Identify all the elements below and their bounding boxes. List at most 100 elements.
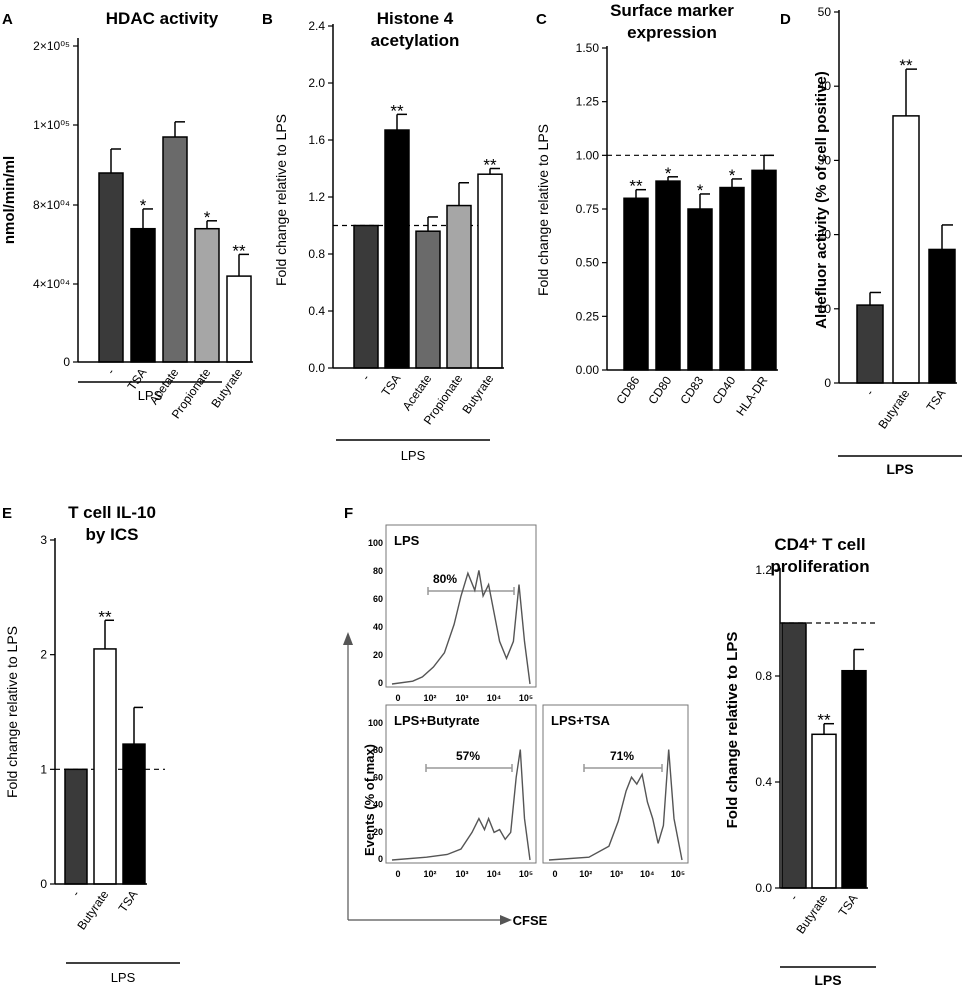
histogram-ytick: 0 (378, 854, 383, 864)
chart-title-line: CD4⁺ T cell (774, 535, 865, 554)
panel-label-e: E (2, 505, 12, 522)
category-label: TSA (379, 372, 404, 399)
histogram-ytick: 40 (373, 622, 383, 632)
y-tick-label: 50 (818, 5, 832, 19)
category-label: TSA (116, 888, 141, 915)
y-tick-label: 2 (40, 648, 47, 662)
group-label: LPS (138, 388, 163, 403)
y-tick-label: 0 (40, 877, 47, 891)
histogram-xtick: 10² (423, 869, 436, 879)
category-label: Butyrate (875, 386, 912, 431)
bar (687, 208, 713, 371)
group-label: LPS (111, 970, 136, 985)
category-label: Butyrate (208, 365, 245, 410)
histogram-xtick: 10⁵ (671, 869, 685, 879)
category-label: - (359, 372, 373, 383)
category-label: - (787, 892, 801, 903)
y-tick-label: 2×10⁰⁵ (33, 39, 70, 53)
y-tick-label: 2.0 (308, 76, 325, 90)
y-tick-label: 1.2 (308, 190, 325, 204)
y-tick-label: 1.6 (308, 133, 325, 147)
y-tick-label: 0.4 (755, 775, 772, 789)
histogram-ytick: 20 (373, 650, 383, 660)
bar (811, 733, 837, 889)
histogram-xtick: 10³ (610, 869, 623, 879)
significance-label: ** (483, 156, 497, 175)
histogram-xtick: 10⁴ (487, 693, 501, 703)
histogram-curve (548, 749, 683, 861)
panel-a: HDAC activity nmol/min/ml 0 4×10⁰⁴ 8×10⁰⁴ 1×1… (1, 9, 253, 421)
bar (64, 768, 88, 885)
chart-title-line: expression (627, 23, 717, 42)
chart-title-line: Surface marker (610, 1, 734, 20)
histogram-ytick: 0 (378, 678, 383, 688)
panel-label-b: B (262, 11, 273, 28)
bar (353, 224, 379, 369)
y-tick-label: 0.0 (308, 361, 325, 375)
histogram-frame (385, 524, 537, 688)
bar (122, 743, 146, 885)
bar (781, 622, 807, 889)
chart-title-line: proliferation (770, 557, 869, 576)
chart-title-line: by ICS (86, 525, 139, 544)
bar (130, 227, 156, 363)
histogram-percent: 80% (433, 572, 457, 586)
cfse-histograms: Events (% of max) CFSE 0 20 40 60 80 100 0 10² 1… (343, 524, 689, 928)
histogram-ytick: 60 (373, 772, 383, 782)
category-label: CD80 (645, 373, 674, 406)
significance-label: * (665, 164, 672, 183)
category-label: CD86 (613, 373, 642, 406)
y-tick-label: 2.4 (308, 19, 325, 33)
category-label: - (104, 366, 118, 377)
group-label: LPS (401, 448, 426, 463)
histogram-label: LPS (394, 533, 420, 548)
histogram-ytick: 100 (368, 718, 383, 728)
histogram-curve (391, 570, 531, 685)
category-label: - (69, 888, 83, 899)
bar (623, 197, 649, 371)
histogram-label: LPS+Butyrate (394, 713, 480, 728)
bar (446, 204, 472, 369)
histogram-percent: 71% (610, 749, 634, 763)
histogram-ylabel: Events (% of max) (362, 744, 377, 856)
chart-title-line: T cell IL-10 (68, 503, 156, 522)
bar (928, 248, 956, 384)
chart-title-line: acetylation (371, 31, 460, 50)
histogram-xtick: 10⁴ (487, 869, 501, 879)
x-arrow-head (500, 915, 512, 925)
histogram-frame (385, 704, 537, 864)
y-tick-label: 10 (818, 302, 832, 316)
histogram-label: LPS+TSA (551, 713, 610, 728)
y-axis-label: Fold change relative to LPS (535, 124, 551, 296)
y-tick-label: 0.0 (755, 881, 772, 895)
histogram-xtick: 10⁵ (519, 693, 533, 703)
bar (751, 169, 777, 371)
significance-label: * (140, 196, 147, 215)
histogram-xtick: 10⁴ (640, 869, 654, 879)
significance-label: * (729, 166, 736, 185)
y-tick-label: 1.2 (755, 563, 772, 577)
panel-label-f: F (344, 505, 353, 522)
y-tick-label: 0 (824, 376, 831, 390)
histogram-ytick: 60 (373, 594, 383, 604)
y-tick-label: 30 (818, 153, 832, 167)
y-tick-label: 1.25 (576, 95, 600, 109)
histogram-xtick: 10³ (455, 693, 468, 703)
chart-title: HDAC activity (106, 9, 219, 28)
panel-label-c: C (536, 11, 547, 28)
histogram-xlabel: CFSE (513, 913, 548, 928)
y-axis-label: Fold change relative to LPS (273, 114, 289, 286)
histogram-xtick: 0 (552, 869, 557, 879)
panel-e: T cell IL-10 by ICS Fold change relative t… (4, 503, 180, 985)
category-label: Butyrate (459, 371, 496, 416)
y-tick-label: 0.25 (576, 309, 600, 323)
bar (841, 669, 867, 889)
bar (415, 230, 441, 369)
y-tick-label: 0.50 (576, 256, 600, 270)
category-label: TSA (924, 387, 949, 414)
bar (655, 180, 681, 371)
category-label: Butyrate (793, 891, 830, 936)
significance-label: * (697, 181, 704, 200)
category-label: HLA-DR (733, 373, 770, 418)
